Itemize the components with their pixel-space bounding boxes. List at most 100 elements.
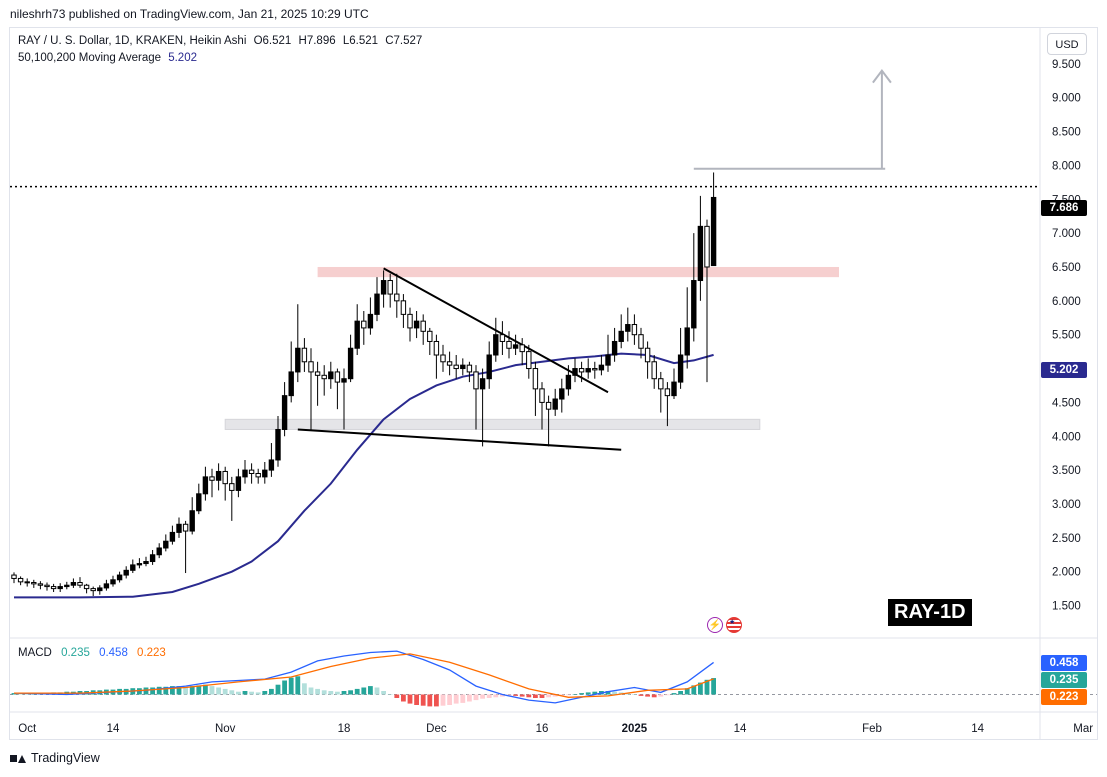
macd-histogram-bar xyxy=(625,693,631,695)
macd-legend: MACD 0.235 0.458 0.223 xyxy=(18,647,172,659)
macd-histogram-bar xyxy=(275,684,281,695)
ma-legend: 50,100,200 Moving Average 5.202 xyxy=(18,52,197,64)
macd-histogram-bar xyxy=(189,686,195,695)
x-tick-label: 2025 xyxy=(622,723,648,735)
candle-body xyxy=(281,395,288,430)
candle-body xyxy=(460,364,466,370)
y-tick-label: 8.500 xyxy=(1052,127,1081,139)
us-flag-icon[interactable]: ★ xyxy=(726,617,742,633)
candle-body xyxy=(638,334,644,349)
candle-body xyxy=(229,483,235,491)
macd-histogram-bar xyxy=(262,691,268,695)
candle-body xyxy=(288,371,294,397)
candle-body xyxy=(519,344,525,353)
macd-histogram-bar xyxy=(493,694,499,698)
macd-histogram-bar xyxy=(354,688,360,695)
candle-body xyxy=(394,293,400,302)
x-tick-label: 18 xyxy=(338,723,351,735)
tradingview-logo-icon xyxy=(10,753,26,763)
y-tick-label: 4.000 xyxy=(1052,431,1081,443)
candle-body xyxy=(275,428,281,461)
y-tick-label: 2.000 xyxy=(1052,567,1081,579)
symbol-name[interactable]: RAY / U. S. Dollar, 1D, KRAKEN, Heikin A… xyxy=(18,35,247,47)
candle-body xyxy=(44,584,50,588)
candle-body xyxy=(658,378,664,390)
candle-body xyxy=(235,476,242,491)
y-tick-label: 9.000 xyxy=(1052,93,1081,105)
moving-average-line xyxy=(14,352,714,599)
macd-histogram-bar xyxy=(18,693,23,695)
chart-label-badge: RAY-1D xyxy=(888,599,972,626)
macd-histogram-bar xyxy=(651,694,657,698)
candle-body xyxy=(361,320,367,329)
candle-body xyxy=(631,324,638,336)
tradingview-logo[interactable]: TradingView xyxy=(10,751,100,765)
target-arrow-head xyxy=(872,68,892,84)
candle-body xyxy=(156,547,162,556)
x-tick-label: 14 xyxy=(971,723,984,735)
macd-histogram-bar xyxy=(203,684,208,695)
y-tick-label: 7.000 xyxy=(1052,228,1081,240)
candle-body xyxy=(380,280,387,295)
low-value: L6.521 xyxy=(342,35,379,47)
macd-histogram-bar xyxy=(605,691,611,695)
macd-histogram-bar xyxy=(216,687,221,695)
y-tick-label: 8.000 xyxy=(1052,160,1081,172)
macd-histogram-bar xyxy=(407,694,413,704)
macd-histogram-bar xyxy=(150,687,155,695)
candle-body xyxy=(248,469,255,474)
candle-body xyxy=(671,381,677,397)
candle-body xyxy=(301,347,308,363)
ma-label[interactable]: 50,100,200 Moving Average xyxy=(18,52,162,64)
macd-histogram-bar xyxy=(638,694,644,696)
macd-label[interactable]: MACD xyxy=(18,647,52,659)
candle-body xyxy=(466,364,473,373)
candle-body xyxy=(222,470,228,485)
candle-body xyxy=(182,523,189,532)
candle-body xyxy=(539,388,545,403)
y-tick-label: 3.500 xyxy=(1052,465,1081,477)
candle-body xyxy=(585,368,591,373)
macd-histogram-bar xyxy=(255,692,261,695)
candle-body xyxy=(11,574,17,579)
candle-body xyxy=(77,582,83,586)
candle-body xyxy=(677,354,684,383)
candle-body xyxy=(308,361,314,373)
candle-body xyxy=(242,469,248,478)
macd-histogram-bar xyxy=(414,694,419,705)
candle-body xyxy=(295,347,301,373)
macd-histogram-bar xyxy=(315,688,320,695)
macd-histogram-bar xyxy=(473,694,479,701)
macd-histogram-bar xyxy=(440,694,446,706)
macd-histogram-bar xyxy=(295,676,301,695)
candle-body xyxy=(605,354,611,366)
candle-body xyxy=(24,581,30,584)
candle-body xyxy=(618,330,624,342)
candle-body xyxy=(57,586,63,590)
candle-body xyxy=(64,584,70,588)
macd-histogram-bar xyxy=(658,694,664,697)
macd-histogram-bar xyxy=(434,694,439,707)
y-tick-label: 3.000 xyxy=(1052,499,1081,511)
lightning-icon[interactable]: ⚡ xyxy=(707,617,723,633)
candle-body xyxy=(387,280,393,295)
candle-body xyxy=(196,493,202,512)
macd-histogram-bar xyxy=(467,694,472,702)
candle-body xyxy=(400,300,407,315)
x-tick-label: 14 xyxy=(734,723,747,735)
candle-body xyxy=(697,225,704,282)
macd-histogram-bar xyxy=(526,694,532,698)
candle-body xyxy=(691,280,697,329)
macd-histogram-bar xyxy=(308,687,314,695)
candle-body xyxy=(664,388,671,397)
candle-body xyxy=(116,574,123,581)
macd-histogram-bar xyxy=(176,686,182,695)
candle-body xyxy=(473,371,479,390)
currency-button[interactable]: USD xyxy=(1047,33,1087,55)
x-tick-label: 14 xyxy=(107,723,120,735)
last-price-tag: 7.686 xyxy=(1041,200,1087,216)
candle-body xyxy=(215,470,222,481)
macd-histogram-bar xyxy=(288,677,294,695)
macd-histogram-bar xyxy=(486,694,492,698)
